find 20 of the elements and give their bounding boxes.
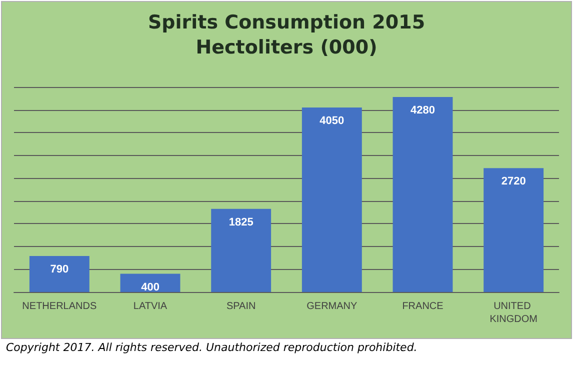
x-tick-label: UNITED KINGDOM [490,301,538,325]
bar [484,168,544,292]
x-tick-label: LATVIA [133,301,168,312]
x-tick-label: NETHERLANDS [22,301,97,312]
chart-subtitle: Hectoliters (000) [196,36,378,58]
data-label: 1825 [228,216,254,228]
text: Copyright 2017. All rights reserved. Unauthorized reproduction prohibited. [6,341,418,355]
x-tick-label: GERMANY [306,301,358,312]
data-label: 400 [141,281,160,294]
bar [29,256,90,292]
x-tick-label: SPAIN [226,301,256,312]
bar [302,108,362,292]
data-label: 790 [50,264,69,276]
chart-title: Spirits Consumption 2015 [148,12,426,34]
bar [211,208,272,292]
data-label: 4050 [320,115,344,127]
bar [392,97,453,292]
data-label: 2720 [501,176,526,188]
x-tick-label: FRANCE [402,301,444,312]
data-label: 4280 [410,104,435,117]
